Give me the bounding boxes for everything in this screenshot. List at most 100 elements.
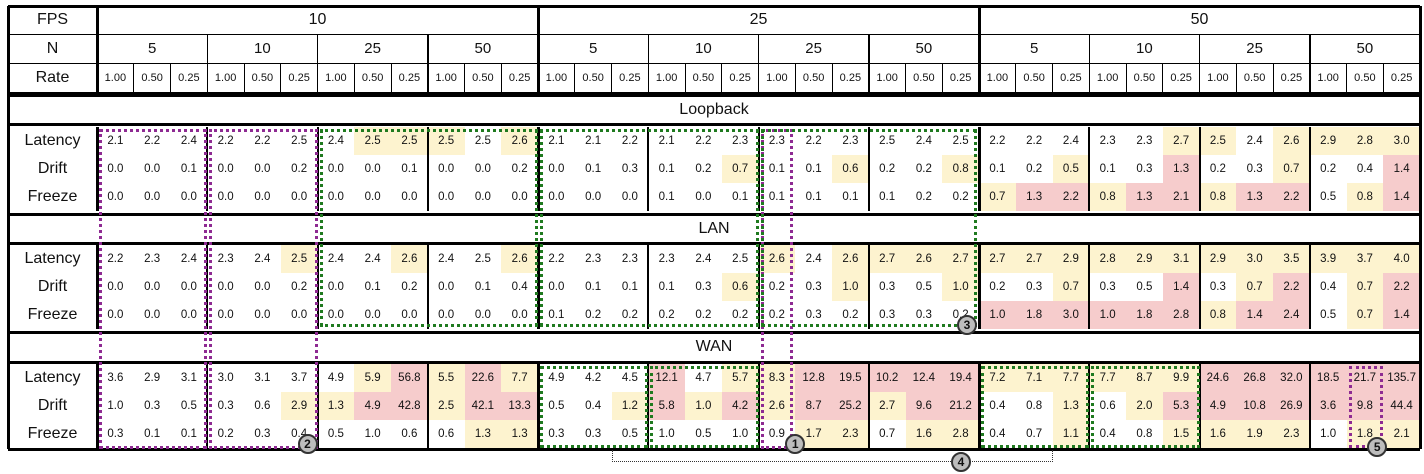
- callout-1: 1: [785, 434, 806, 454]
- grid-line: [6, 6, 10, 449]
- rate-header: 0.25: [1390, 72, 1413, 84]
- value-cell: 2.2: [1052, 183, 1090, 211]
- highlight-box-4a: [540, 366, 649, 448]
- value-cell: 0.0: [254, 309, 271, 321]
- grid-line: [757, 364, 760, 448]
- callout-3: 3: [957, 315, 977, 335]
- value-cell: 0.2: [989, 281, 1006, 293]
- value-cell: 2.2: [805, 135, 822, 147]
- highlight-box-2a: [99, 129, 208, 449]
- value-cell: 135.7: [1383, 364, 1420, 392]
- highlight-box-2b: [209, 129, 318, 449]
- value-cell: 0.7: [721, 155, 759, 183]
- value-cell: 2.2: [1026, 135, 1043, 147]
- grid-line: [1235, 63, 1237, 93]
- value-cell: 2.2: [254, 135, 271, 147]
- value-cell: 2.7: [1162, 127, 1200, 155]
- value-cell: 0.7: [1346, 301, 1384, 329]
- value-cell: 0.0: [401, 191, 418, 203]
- value-cell: 4.9: [354, 392, 391, 420]
- grid-line: [647, 34, 649, 93]
- grid-line: [1162, 63, 1164, 93]
- value-cell: 2.2: [695, 135, 712, 147]
- value-cell: 3.1: [180, 372, 197, 384]
- section-title-lan: LAN: [698, 219, 730, 237]
- grid-line: [1308, 364, 1311, 448]
- value-cell: 2.0: [1126, 392, 1163, 420]
- rate-label: Rate: [35, 69, 70, 86]
- value-cell: 0.1: [144, 428, 161, 440]
- value-cell: 2.2: [1383, 273, 1420, 301]
- rate-header: 1.00: [325, 72, 347, 84]
- rate-header: 1.00: [1207, 72, 1229, 84]
- value-cell: 42.1: [464, 392, 502, 420]
- value-cell: 2.8: [1162, 301, 1200, 329]
- highlight-box-3a: [319, 129, 538, 327]
- value-cell: 2.9: [1052, 245, 1090, 273]
- grid-line: [426, 127, 429, 211]
- value-cell: 2.4: [915, 135, 932, 147]
- grid-line: [1272, 63, 1274, 93]
- grid-line: [464, 63, 465, 93]
- value-cell: 42.8: [391, 392, 428, 420]
- n-header-25: 25: [1246, 40, 1263, 57]
- grid-line: [831, 63, 833, 93]
- value-cell: 1.0: [1320, 428, 1337, 440]
- value-cell: 0.4: [511, 281, 528, 293]
- value-cell: 2.3: [842, 135, 859, 147]
- value-cell: 4.9: [548, 372, 565, 384]
- grid-line: [1308, 245, 1311, 329]
- value-cell: 0.1: [658, 191, 675, 203]
- value-cell: 0.1: [879, 191, 896, 203]
- value-cell: 1.8: [1126, 301, 1163, 329]
- grid-line: [941, 63, 943, 93]
- value-cell: 0.0: [327, 281, 344, 293]
- grid-line: [1088, 34, 1090, 93]
- value-cell: 1.0: [364, 428, 381, 440]
- rate-header: 0.50: [472, 72, 494, 84]
- value-cell: 2.5: [280, 245, 318, 273]
- value-cell: 0.3: [217, 400, 234, 412]
- n-header-5: 5: [147, 40, 157, 57]
- value-cell: 24.6: [1199, 364, 1237, 392]
- value-cell: 2.7: [1015, 245, 1053, 273]
- value-cell: 0.0: [144, 163, 161, 175]
- grid-line: [905, 63, 906, 93]
- value-cell: 0.0: [474, 309, 491, 321]
- row-label-freeze: Freeze: [27, 188, 78, 205]
- value-cell: 1.0: [1089, 301, 1126, 329]
- value-cell: 0.8: [1026, 400, 1043, 412]
- value-cell: 0.0: [327, 309, 344, 321]
- grid-line: [536, 127, 540, 211]
- rate-header: 0.25: [1060, 72, 1082, 84]
- grid-line: [1309, 34, 1311, 93]
- value-cell: 2.3: [621, 253, 638, 265]
- value-cell: 0.1: [180, 163, 197, 175]
- value-cell: 1.6: [1199, 420, 1237, 448]
- value-cell: 3.0: [1236, 245, 1273, 273]
- value-cell: 0.0: [364, 309, 381, 321]
- value-cell: 0.0: [107, 281, 124, 293]
- value-cell: 0.1: [585, 163, 602, 175]
- value-cell: 2.4: [695, 253, 712, 265]
- grid-line: [8, 33, 1420, 35]
- section-title-wan: WAN: [695, 338, 733, 355]
- highlight-box-4b: [650, 366, 759, 448]
- value-cell: 0.0: [327, 191, 344, 203]
- value-cell: 0.0: [107, 163, 124, 175]
- rate-header: 0.50: [1023, 72, 1045, 84]
- value-cell: 0.4: [585, 400, 602, 412]
- n-header-5: 5: [588, 40, 598, 57]
- value-cell: 2.7: [868, 245, 906, 273]
- grid-line: [206, 245, 209, 329]
- value-cell: 1.0: [979, 301, 1016, 329]
- value-cell: 0.4: [1320, 281, 1337, 293]
- grid-line: [8, 91, 1420, 95]
- value-cell: 0.0: [180, 191, 197, 203]
- value-cell: 1.4: [1162, 273, 1200, 301]
- grid-line: [1088, 127, 1091, 211]
- value-cell: 0.0: [327, 163, 344, 175]
- row-label-drift: Drift: [37, 160, 68, 177]
- value-cell: 0.5: [548, 400, 565, 412]
- value-cell: 0.5: [915, 281, 932, 293]
